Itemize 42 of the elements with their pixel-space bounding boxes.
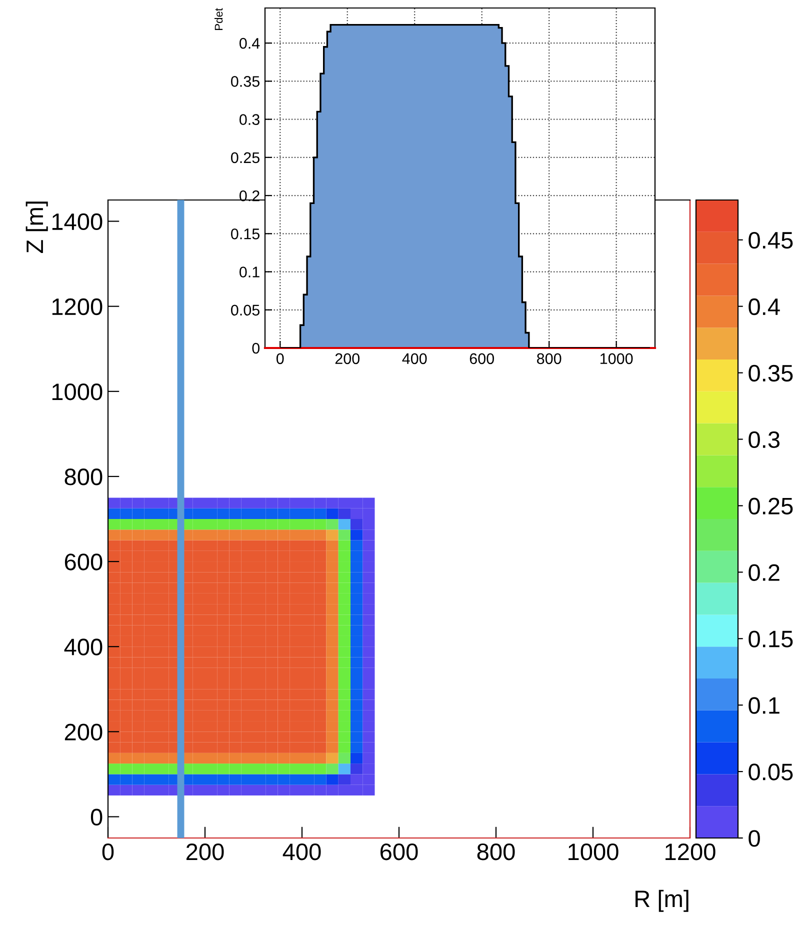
color-bar-label: 0.25 (748, 498, 793, 514)
y-tick-label: 0 (90, 808, 102, 826)
y-tick-label: 0.25 (231, 152, 260, 164)
y-tick-label: 800 (64, 468, 102, 486)
x-tick-label: 600 (470, 353, 494, 364)
x-tick-label: 0 (102, 843, 114, 860)
x-tick-label: 0 (276, 353, 284, 364)
y-tick-label: 200 (64, 724, 102, 740)
color-bar-label: 0.4 (748, 298, 780, 316)
x-tick-label: 600 (380, 843, 418, 860)
color-bar-label: 0.3 (748, 431, 780, 448)
color-bar-label: 0 (748, 830, 760, 847)
x-tick-label: 800 (537, 353, 562, 364)
color-bar-label: 0.2 (748, 564, 780, 581)
y-tick-label: 0.1 (240, 266, 260, 278)
y-tick-label: 0 (252, 342, 260, 354)
x-axis-title: R [m] (636, 890, 688, 912)
y-tick-label: 1200 (52, 298, 102, 316)
color-bar-label: 0.05 (748, 764, 793, 780)
y-axis-title: Pdet (214, 8, 223, 30)
x-tick-label: 200 (335, 353, 360, 364)
x-tick-label: 400 (282, 843, 321, 860)
color-bar-label: 0.15 (748, 630, 793, 648)
x-tick-label: 400 (402, 353, 427, 364)
color-bar-label: 0.45 (748, 232, 793, 249)
x-tick-label: 1000 (568, 843, 618, 860)
x-tick-label: 1200 (666, 843, 716, 860)
y-tick-label: 0.3 (240, 114, 260, 125)
y-tick-label: 1400 (52, 213, 102, 230)
color-bar-label: 0.35 (748, 364, 793, 382)
x-tick-label: 200 (186, 843, 224, 860)
x-tick-label: 1000 (600, 353, 633, 364)
y-tick-label: 0.4 (240, 38, 260, 49)
y-tick-label: 0.35 (231, 76, 260, 87)
color-bar-label: 0.1 (748, 697, 780, 714)
y-tick-label: 0.15 (231, 228, 260, 240)
y-tick-label: 400 (64, 638, 102, 656)
y-tick-label: 0.05 (231, 304, 260, 316)
x-tick-label: 800 (477, 843, 515, 860)
y-axis-title: Z [m] (26, 202, 48, 254)
y-tick-label: 1000 (52, 383, 102, 400)
y-tick-label: 600 (64, 554, 102, 570)
